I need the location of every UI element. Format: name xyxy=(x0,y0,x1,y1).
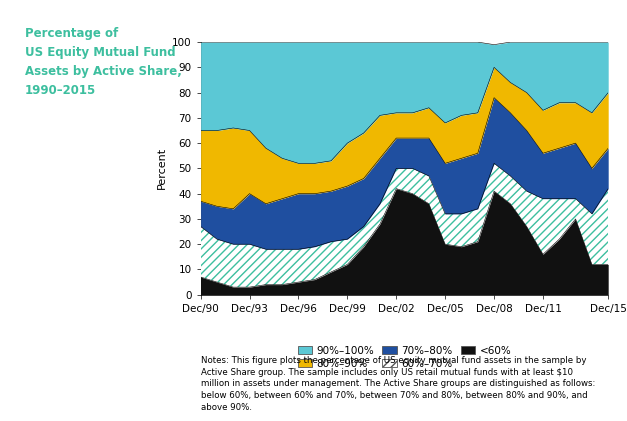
Y-axis label: Percent: Percent xyxy=(156,147,166,189)
Legend: 90%–100%, 80%–90%, 70%–80%, 60%–70%, <60%: 90%–100%, 80%–90%, 70%–80%, 60%–70%, <60… xyxy=(293,341,515,373)
Text: Percentage of
US Equity Mutual Fund
Assets by Active Share,
1990–2015: Percentage of US Equity Mutual Fund Asse… xyxy=(25,27,182,96)
Text: Notes: This figure plots the percentage of US equity mutual fund assets in the s: Notes: This figure plots the percentage … xyxy=(201,356,595,412)
